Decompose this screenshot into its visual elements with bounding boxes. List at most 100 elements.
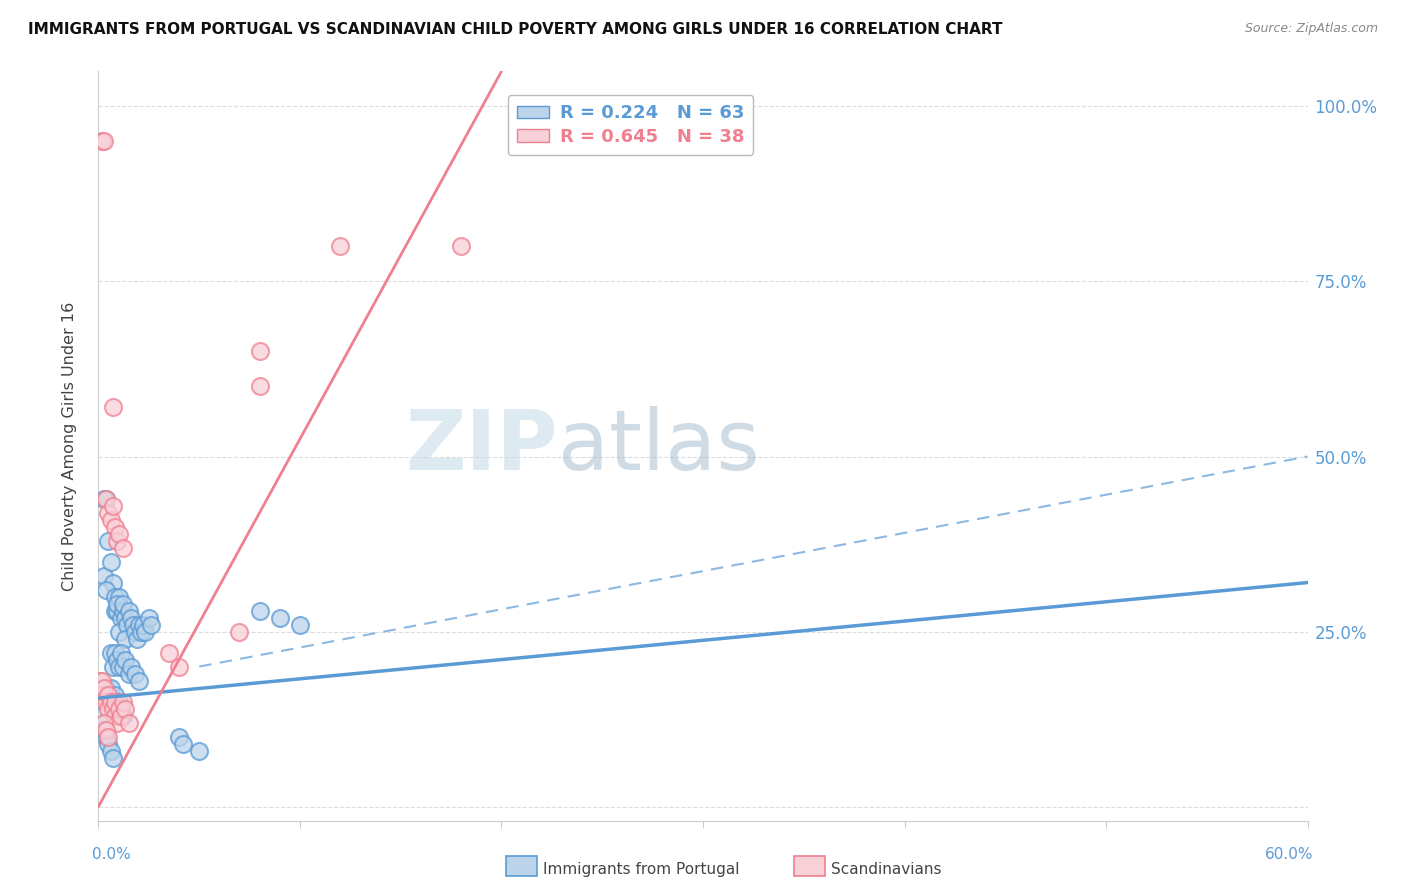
Point bbox=[97, 688, 120, 702]
Point bbox=[139, 617, 162, 632]
Point bbox=[105, 597, 128, 611]
Point bbox=[118, 603, 141, 617]
Point bbox=[249, 344, 271, 359]
Point bbox=[97, 688, 120, 702]
Point bbox=[121, 617, 143, 632]
Point bbox=[103, 708, 125, 723]
Point bbox=[110, 646, 132, 660]
Point bbox=[96, 695, 118, 709]
Text: IMMIGRANTS FROM PORTUGAL VS SCANDINAVIAN CHILD POVERTY AMONG GIRLS UNDER 16 CORR: IMMIGRANTS FROM PORTUGAL VS SCANDINAVIAN… bbox=[28, 22, 1002, 37]
Point bbox=[100, 743, 122, 757]
Point bbox=[97, 533, 120, 548]
Text: atlas: atlas bbox=[558, 406, 759, 486]
Point bbox=[100, 646, 122, 660]
Point bbox=[96, 491, 118, 506]
Point bbox=[103, 688, 125, 702]
Point bbox=[103, 519, 125, 533]
Text: 60.0%: 60.0% bbox=[1265, 847, 1313, 862]
Point bbox=[100, 512, 122, 526]
Point bbox=[93, 681, 115, 695]
Point bbox=[103, 695, 125, 709]
Point bbox=[100, 555, 122, 569]
Point bbox=[93, 491, 115, 506]
Point bbox=[450, 239, 472, 253]
Point bbox=[96, 681, 118, 695]
Point bbox=[249, 379, 271, 393]
Point bbox=[100, 681, 122, 695]
Point bbox=[115, 617, 138, 632]
Point bbox=[91, 135, 114, 149]
Point bbox=[114, 632, 136, 646]
Point bbox=[111, 708, 134, 723]
Point bbox=[101, 701, 124, 715]
Point bbox=[128, 617, 150, 632]
Point bbox=[114, 610, 136, 624]
Point bbox=[107, 590, 129, 604]
Point bbox=[101, 499, 124, 513]
Point bbox=[111, 659, 134, 673]
Point bbox=[93, 723, 115, 737]
Point bbox=[249, 603, 271, 617]
Point bbox=[167, 730, 190, 744]
Point bbox=[96, 730, 118, 744]
Point bbox=[120, 659, 142, 673]
Point bbox=[100, 695, 122, 709]
Point bbox=[111, 541, 134, 555]
Point bbox=[103, 646, 125, 660]
Point bbox=[89, 673, 111, 688]
Point bbox=[111, 603, 134, 617]
Point bbox=[101, 659, 124, 673]
Point bbox=[103, 603, 125, 617]
Point bbox=[101, 695, 124, 709]
Point bbox=[157, 646, 180, 660]
Point bbox=[118, 666, 141, 681]
Point bbox=[105, 701, 128, 715]
Point bbox=[111, 597, 134, 611]
Point bbox=[105, 652, 128, 666]
Point bbox=[124, 624, 146, 639]
Point bbox=[111, 695, 134, 709]
Point bbox=[107, 701, 129, 715]
Point bbox=[124, 666, 146, 681]
Point bbox=[105, 603, 128, 617]
Point bbox=[105, 715, 128, 730]
Point bbox=[129, 624, 152, 639]
Point bbox=[118, 715, 141, 730]
Point bbox=[138, 610, 160, 624]
Text: 0.0%: 0.0% bbox=[93, 847, 131, 862]
Point bbox=[329, 239, 352, 253]
Point bbox=[97, 506, 120, 520]
Point bbox=[96, 723, 118, 737]
Point bbox=[93, 715, 115, 730]
Point bbox=[288, 617, 311, 632]
Point bbox=[172, 737, 194, 751]
Point bbox=[97, 701, 120, 715]
Legend: R = 0.224   N = 63, R = 0.645   N = 38: R = 0.224 N = 63, R = 0.645 N = 38 bbox=[508, 95, 754, 155]
Point bbox=[269, 610, 291, 624]
Point bbox=[134, 624, 156, 639]
Point bbox=[107, 526, 129, 541]
Point bbox=[110, 708, 132, 723]
Point bbox=[105, 533, 128, 548]
Point bbox=[91, 708, 114, 723]
Point bbox=[107, 695, 129, 709]
Point bbox=[128, 673, 150, 688]
Point bbox=[107, 659, 129, 673]
Point bbox=[167, 659, 190, 673]
Point bbox=[125, 632, 148, 646]
Point bbox=[91, 673, 114, 688]
Point bbox=[96, 491, 118, 506]
Point bbox=[97, 730, 120, 744]
Point bbox=[188, 743, 211, 757]
Point bbox=[107, 624, 129, 639]
Text: ZIP: ZIP bbox=[405, 406, 558, 486]
Point bbox=[101, 750, 124, 764]
Point bbox=[110, 610, 132, 624]
Point bbox=[114, 701, 136, 715]
Text: Scandinavians: Scandinavians bbox=[831, 863, 942, 877]
Point bbox=[228, 624, 250, 639]
Point bbox=[101, 575, 124, 590]
Point bbox=[103, 590, 125, 604]
Point bbox=[91, 688, 114, 702]
Text: Immigrants from Portugal: Immigrants from Portugal bbox=[543, 863, 740, 877]
